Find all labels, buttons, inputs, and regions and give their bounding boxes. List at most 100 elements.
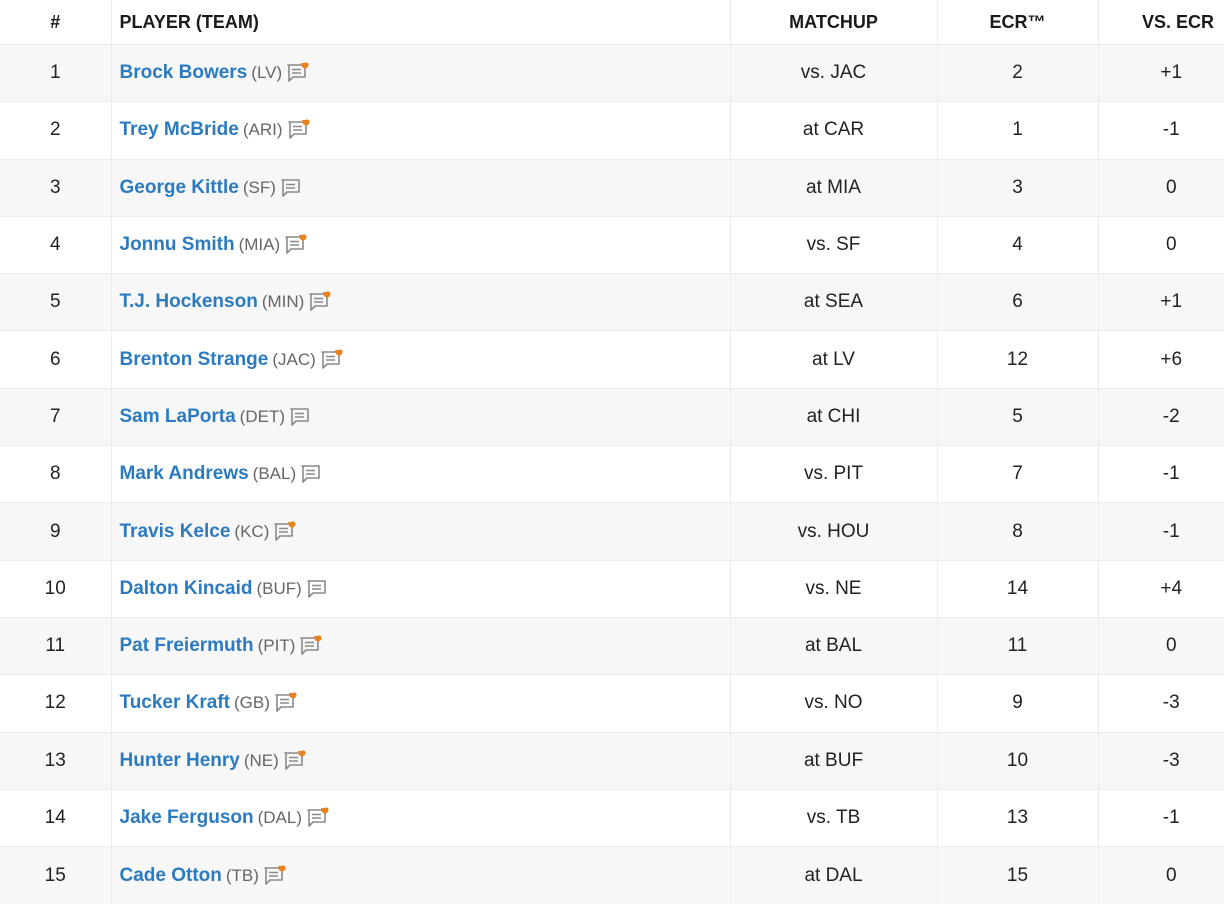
player-link[interactable]: T.J. Hockenson [119, 291, 258, 313]
ecr-cell: 4 [936, 215, 1098, 274]
player-link[interactable]: Travis Kelce [119, 520, 231, 542]
rank-cell: 2 [0, 101, 111, 160]
vs-ecr-cell: -3 [1097, 731, 1224, 790]
player-team: (NE) [243, 750, 279, 770]
player-cell: Travis Kelce (KC) [110, 502, 730, 561]
note-icon[interactable] [300, 463, 324, 485]
table-row: 1 Brock Bowers (LV) vs. JAC 2 +1 [0, 43, 1224, 102]
rank-cell: 11 [0, 616, 111, 675]
player-cell: Jonnu Smith (MIA) [110, 215, 730, 274]
rank-cell: 3 [0, 158, 111, 217]
matchup-cell: vs. TB [729, 788, 937, 847]
header-rank[interactable]: # [0, 0, 111, 45]
note-new-icon[interactable] [320, 349, 344, 371]
table-row: 10 Dalton Kincaid (BUF) vs. NE 14 +4 [0, 559, 1224, 618]
header-vs-ecr[interactable]: VS. ECR [1097, 0, 1224, 45]
ecr-cell: 15 [936, 846, 1098, 904]
player-link[interactable]: Pat Freiermuth [119, 635, 254, 657]
note-new-icon[interactable] [273, 520, 297, 543]
player-link[interactable]: Mark Andrews [119, 463, 249, 485]
player-cell: T.J. Hockenson (MIN) [110, 273, 730, 331]
note-new-icon[interactable] [286, 62, 310, 84]
table-row: 15 Cade Otton (TB) at DAL 15 0 [0, 846, 1224, 904]
note-new-icon[interactable] [306, 807, 330, 829]
vs-ecr-cell: +1 [1097, 273, 1224, 331]
matchup-cell: vs. NE [729, 559, 937, 618]
matchup-cell: at CAR [729, 101, 937, 160]
player-link[interactable]: George Kittle [119, 176, 239, 198]
ecr-cell: 2 [936, 43, 1098, 102]
note-new-icon[interactable] [308, 291, 332, 313]
table-row: 14 Jake Ferguson (DAL) vs. TB 13 -1 [0, 788, 1224, 847]
header-row: # PLAYER (TEAM) MATCHUP ECR™ VS. ECR [0, 0, 1224, 45]
player-team: (ARI) [242, 120, 283, 140]
vs-ecr-cell: -2 [1097, 387, 1224, 446]
table-row: 8 Mark Andrews (BAL) vs. PIT 7 -1 [0, 445, 1224, 503]
matchup-cell: at BAL [729, 616, 937, 675]
player-cell: Brenton Strange (JAC) [110, 330, 730, 389]
note-new-icon[interactable] [284, 234, 308, 256]
player-link[interactable]: Tucker Kraft [119, 692, 231, 714]
player-team: (KC) [234, 521, 270, 541]
player-team: (TB) [225, 865, 259, 885]
rank-cell: 6 [0, 330, 111, 389]
note-icon[interactable] [280, 177, 304, 199]
note-icon[interactable] [306, 578, 330, 600]
note-icon[interactable] [289, 406, 313, 428]
player-link[interactable]: Jonnu Smith [119, 234, 235, 256]
player-link[interactable]: Trey McBride [119, 119, 239, 141]
table-row: 13 Hunter Henry (NE) at BUF 10 -3 [0, 731, 1224, 790]
player-cell: Trey McBride (ARI) [110, 101, 730, 160]
ecr-cell: 11 [936, 616, 1098, 675]
ecr-cell: 9 [936, 674, 1098, 733]
note-new-icon[interactable] [287, 119, 311, 141]
player-team: (DAL) [257, 808, 303, 828]
header-matchup[interactable]: MATCHUP [729, 0, 937, 45]
ecr-cell: 8 [936, 502, 1098, 561]
matchup-cell: vs. HOU [729, 502, 937, 561]
player-cell: Mark Andrews (BAL) [110, 445, 730, 503]
ecr-cell: 1 [936, 101, 1098, 160]
vs-ecr-cell: +1 [1097, 43, 1224, 102]
matchup-cell: at DAL [729, 846, 937, 904]
vs-ecr-cell: -3 [1097, 674, 1224, 733]
player-cell: Sam LaPorta (DET) [110, 387, 730, 446]
note-new-icon[interactable] [283, 750, 307, 772]
player-link[interactable]: Brenton Strange [119, 348, 269, 370]
player-link[interactable]: Brock Bowers [119, 62, 248, 84]
rank-cell: 12 [0, 674, 111, 733]
player-cell: Tucker Kraft (GB) [110, 674, 730, 733]
rank-cell: 4 [0, 215, 111, 274]
matchup-cell: at CHI [729, 387, 937, 446]
player-link[interactable]: Cade Otton [119, 864, 222, 886]
player-link[interactable]: Hunter Henry [119, 749, 240, 771]
player-link[interactable]: Sam LaPorta [119, 405, 236, 427]
player-cell: Brock Bowers (LV) [110, 43, 730, 102]
header-player-team[interactable]: PLAYER (TEAM) [110, 0, 730, 45]
table-row: 11 Pat Freiermuth (PIT) at BAL 11 0 [0, 616, 1224, 675]
ecr-cell: 7 [936, 445, 1098, 503]
header-ecr[interactable]: ECR™ [936, 0, 1098, 45]
note-new-icon[interactable] [263, 864, 287, 887]
ecr-cell: 12 [936, 330, 1098, 389]
rank-cell: 1 [0, 43, 111, 102]
vs-ecr-cell: -1 [1097, 502, 1224, 561]
player-cell: Cade Otton (TB) [110, 846, 730, 904]
player-link[interactable]: Jake Ferguson [119, 807, 254, 829]
table-row: 2 Trey McBride (ARI) at CAR 1 -1 [0, 101, 1224, 160]
table-body: 1 Brock Bowers (LV) vs. JAC 2 +1 2 Trey McBride… [0, 43, 1224, 904]
table-row: 3 George Kittle (SF) at MIA 3 0 [0, 158, 1224, 217]
player-team: (BAL) [252, 464, 297, 484]
player-link[interactable]: Dalton Kincaid [119, 577, 253, 599]
vs-ecr-cell: 0 [1097, 846, 1224, 904]
matchup-cell: vs. JAC [729, 43, 937, 102]
vs-ecr-cell: +6 [1097, 330, 1224, 389]
player-team: (MIA) [238, 235, 281, 255]
vs-ecr-cell: 0 [1097, 616, 1224, 675]
matchup-cell: at MIA [729, 158, 937, 217]
rank-cell: 14 [0, 788, 111, 847]
note-new-icon[interactable] [274, 692, 298, 714]
table-header: # PLAYER (TEAM) MATCHUP ECR™ VS. ECR [0, 0, 1224, 45]
note-new-icon[interactable] [299, 635, 323, 657]
